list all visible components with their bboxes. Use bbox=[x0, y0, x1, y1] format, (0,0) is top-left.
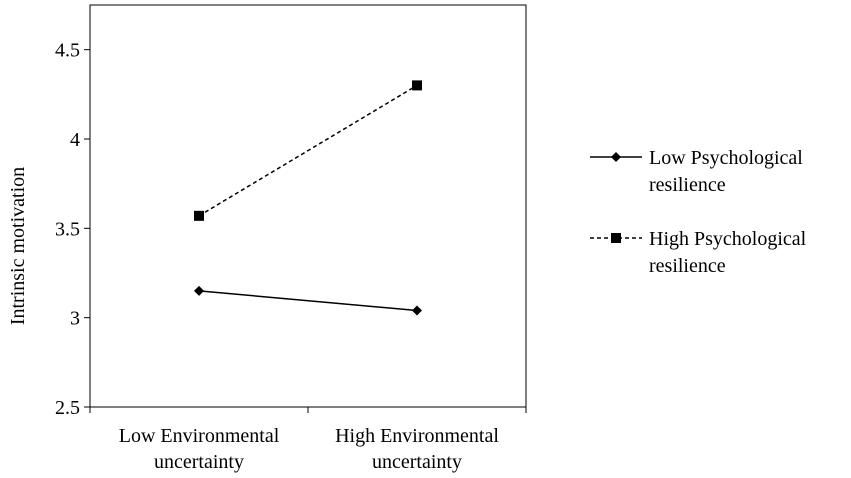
data-point bbox=[194, 210, 204, 221]
legend-item: Low Psychological resilience bbox=[590, 147, 803, 196]
axes: 2.5 3 3.5 4 4.5 Low Environmental uncertainty H… bbox=[55, 40, 527, 473]
series-line bbox=[198, 84, 418, 217]
x-tick-label: Low Environmental uncertainty bbox=[119, 425, 280, 473]
legend-label: Low Psychological resilience bbox=[649, 147, 803, 196]
y-tick-label: 3 bbox=[70, 308, 80, 330]
data-point bbox=[412, 80, 422, 91]
y-axis-label: Intrinsic motivation bbox=[7, 167, 29, 325]
y-tick-label: 4 bbox=[70, 129, 80, 151]
series-high-psychological-resilience bbox=[194, 80, 422, 221]
plot-frame bbox=[89, 4, 527, 408]
y-tick-label: 2.5 bbox=[55, 397, 80, 419]
series-low-psychological-resilience bbox=[194, 285, 422, 316]
legend-label: High Psychological resilience bbox=[649, 228, 807, 277]
legend: Low Psychological resilience High Psycholo… bbox=[590, 147, 807, 277]
legend-marker bbox=[611, 152, 621, 162]
y-tick-label: 4.5 bbox=[55, 40, 80, 62]
y-tick-label: 3.5 bbox=[55, 218, 80, 240]
legend-marker bbox=[611, 233, 621, 243]
series-group bbox=[194, 80, 422, 316]
data-point bbox=[412, 305, 422, 316]
legend-item: High Psychological resilience bbox=[590, 228, 807, 277]
x-tick-label: High Environmental uncertainty bbox=[335, 425, 499, 473]
data-point bbox=[194, 285, 204, 296]
series-line bbox=[198, 290, 418, 312]
